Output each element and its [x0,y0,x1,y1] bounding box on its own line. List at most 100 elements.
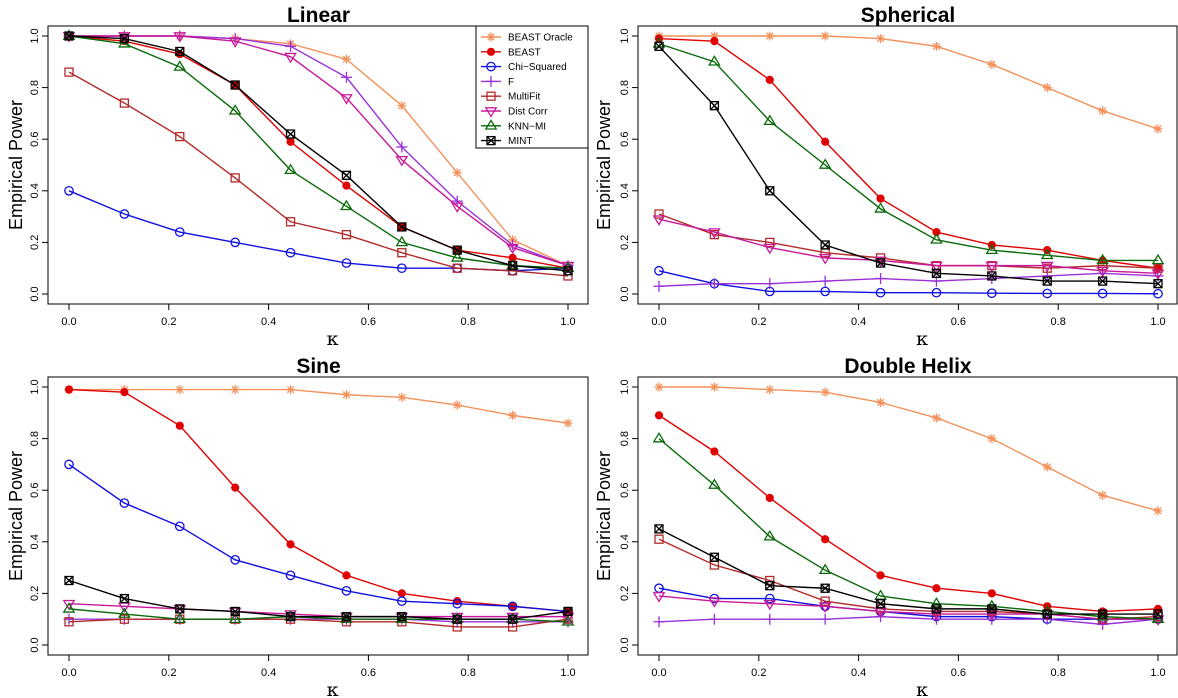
y-axis-label: Empirical Power [6,451,26,581]
data-point [396,263,407,274]
y-tick-label: 0.4 [29,534,41,549]
data-point [284,52,297,64]
data-point [284,163,297,175]
data-point [875,599,886,609]
x-tick-label: 0.2 [751,316,766,328]
data-point [507,260,518,271]
data-point [765,237,775,248]
data-point [452,614,462,624]
data-point [175,385,185,395]
data-point [1042,83,1052,93]
data-point [764,613,776,625]
data-point [119,498,130,508]
y-axis-label: Empirical Power [594,451,614,581]
series-beast [654,34,1163,273]
x-tick-label: 0.4 [261,667,276,679]
x-tick-label: 0.8 [1051,316,1066,328]
x-axis-label: κ [916,328,928,350]
y-tick-label: 0.0 [29,637,41,652]
data-point [1096,266,1109,278]
data-point [654,534,664,544]
x-tick-label: 1.0 [1150,316,1165,328]
data-point [765,581,775,591]
data-point [932,227,941,237]
data-point [820,31,830,41]
legend-marker [486,135,496,146]
y-tick-label: 0.8 [619,431,631,446]
data-point [709,552,720,562]
y-tick-label: 0.6 [619,132,631,147]
data-point [654,209,664,219]
plot-frame [47,25,589,305]
data-point [563,606,573,617]
data-point [931,268,942,279]
data-point [1042,609,1052,619]
legend-label: KNN−MI [508,121,546,132]
data-point [397,101,407,111]
data-point [286,540,295,549]
series-beast-oracle [64,385,573,428]
series-beast [654,411,1163,616]
legend-label: BEAST Oracle [508,33,573,44]
data-point [708,55,721,66]
data-point [818,602,832,613]
series-dist-corr [62,32,575,273]
data-point [1153,124,1163,134]
data-point [1040,261,1054,273]
legend-marker [484,119,498,130]
legend-label: Dist Corr [508,107,548,118]
data-point [653,616,665,628]
data-point [175,421,184,430]
data-point [765,31,775,41]
data-point [451,195,463,207]
chart-title: Spherical [861,4,956,27]
y-tick-label: 0.2 [619,235,631,250]
data-point [174,521,185,532]
data-point [765,575,775,586]
data-point [173,60,187,71]
series-line [68,388,569,613]
data-point [230,555,241,565]
series-line [658,587,1158,620]
data-point [508,410,518,420]
data-point [1151,253,1165,265]
data-point [931,287,942,298]
series-line [658,528,1158,615]
y-tick-label: 0.4 [619,183,631,198]
data-point [340,71,352,83]
data-point [654,524,664,534]
data-point [1153,288,1163,299]
data-point [450,612,464,624]
y-axis-label: Empirical Power [594,100,614,230]
y-tick-label: 0.6 [29,483,41,498]
data-point [231,483,240,492]
y-tick-label: 0.8 [29,431,41,446]
data-point [987,271,997,281]
data-point [395,235,409,247]
data-point [64,385,74,394]
data-point [342,571,351,580]
data-point [230,237,241,248]
series-line [658,438,1159,620]
series-mint [654,41,1163,289]
data-point [64,67,74,77]
data-point [507,266,518,276]
series-beast-oracle [654,382,1163,516]
data-point [932,584,941,593]
data-point [987,59,997,69]
y-tick-label: 0.2 [619,586,631,601]
data-point [507,614,518,624]
data-point [285,129,296,139]
series-line [658,45,1159,285]
data-point [820,286,831,297]
series-chi-squared [654,265,1163,299]
data-point [64,575,74,586]
series-line [659,386,1159,512]
y-axis-label: Empirical Power [6,100,26,230]
data-point [987,589,996,598]
x-tick-label: 0.8 [461,316,476,328]
series-line [68,35,569,269]
legend-label: F [508,77,514,88]
data-point [120,388,129,397]
